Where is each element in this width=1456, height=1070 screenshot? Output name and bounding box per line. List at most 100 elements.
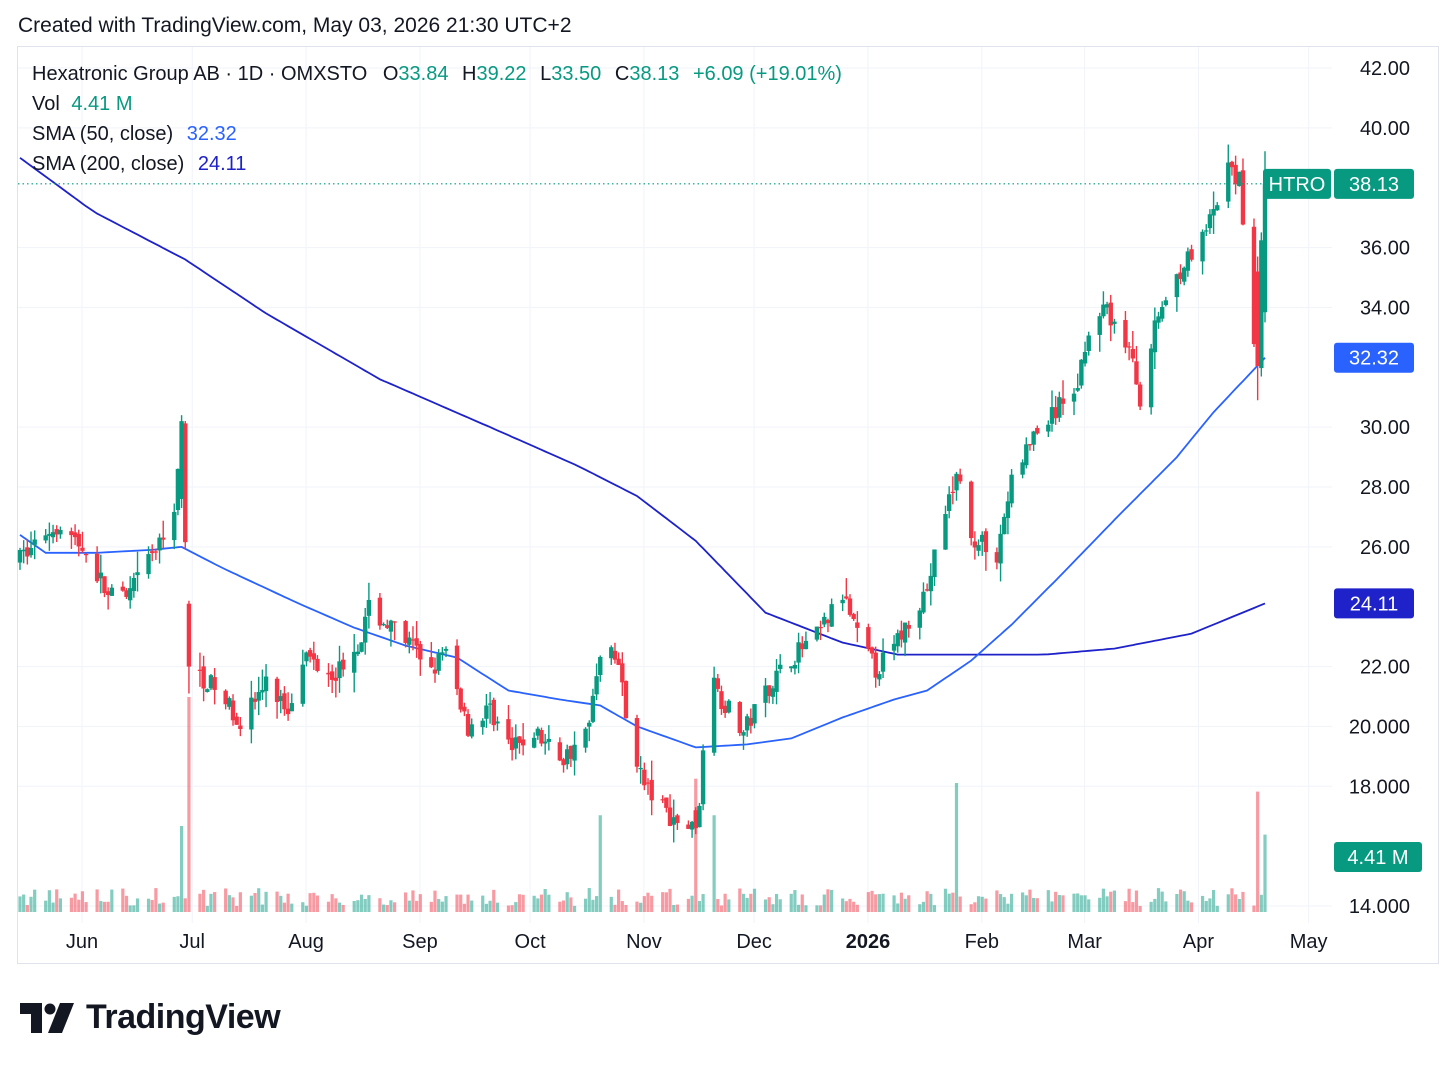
- volume-bar: [429, 901, 433, 912]
- volume-bar: [1112, 890, 1117, 912]
- chart-frame[interactable]: [17, 46, 1439, 964]
- candle-body: [1226, 162, 1231, 202]
- candle-body: [778, 664, 783, 669]
- candle-body: [822, 616, 827, 625]
- volume-bar: [907, 895, 911, 912]
- candle-body: [1215, 205, 1220, 211]
- volume-bar: [1138, 905, 1142, 912]
- volume-bar: [1263, 834, 1267, 912]
- volume-bar: [1076, 893, 1080, 912]
- volume-bar: [260, 904, 264, 912]
- volume-bar: [1024, 895, 1028, 912]
- volume-bar: [1101, 888, 1106, 912]
- candle-body: [671, 817, 676, 825]
- candle-body: [620, 663, 625, 683]
- candle-body: [722, 705, 728, 714]
- candle-body: [1189, 249, 1194, 260]
- volume-bar: [789, 893, 793, 912]
- candle-body: [146, 554, 151, 575]
- candle-body: [972, 541, 978, 548]
- volume-bar: [1208, 898, 1212, 912]
- volume-bar: [275, 891, 279, 912]
- candle-body: [1053, 407, 1058, 419]
- volume-bar: [1182, 891, 1186, 912]
- sma200-line: [19, 157, 1266, 656]
- volume-bar: [1098, 897, 1102, 912]
- legend-sma200-label: SMA (200, close): [32, 153, 185, 175]
- legend-symbol-row[interactable]: Hexatronic Group AB · 1D · OMXSTO O33.84…: [32, 63, 842, 86]
- volume-bar: [866, 892, 870, 912]
- legend-sma50-label: SMA (50, close): [32, 123, 174, 145]
- candle-body: [1101, 304, 1106, 317]
- candle-body: [928, 575, 933, 592]
- volume-bar: [337, 902, 342, 912]
- candle-body: [1174, 274, 1180, 298]
- candle-body: [1126, 346, 1132, 348]
- legend-sma50-row[interactable]: SMA (50, close) 32.32: [32, 123, 237, 146]
- sma50-line: [19, 357, 1266, 749]
- volume-bar: [330, 894, 334, 912]
- volume-bar: [1131, 902, 1135, 912]
- candle-body: [1134, 361, 1139, 385]
- candle-body: [1178, 272, 1183, 279]
- candle-layer: [17, 144, 1268, 843]
- candle-body: [943, 514, 948, 550]
- volume-bar: [668, 888, 672, 912]
- candle-body: [847, 598, 853, 615]
- candle-body: [76, 533, 81, 547]
- candle-body: [1200, 231, 1205, 262]
- candle-body: [542, 741, 548, 744]
- volume-bar: [102, 901, 107, 912]
- candle-body: [612, 650, 618, 660]
- candle-body: [252, 698, 258, 702]
- volume-bar: [800, 894, 804, 912]
- legend-sma200-row[interactable]: SMA (200, close) 24.11: [32, 153, 246, 176]
- volume-bar: [650, 895, 654, 912]
- volume-bar: [1160, 891, 1164, 912]
- candle-body: [385, 625, 390, 628]
- volume-bar: [594, 896, 599, 912]
- volume-bar: [1164, 901, 1168, 912]
- volume-bar: [738, 888, 742, 912]
- candle-body: [634, 718, 640, 767]
- sma200-layer: [19, 157, 1266, 656]
- candle-body: [1057, 397, 1062, 418]
- legend-high-value: 39.22: [476, 63, 527, 85]
- candle-body: [715, 678, 720, 689]
- volume-bar: [69, 897, 74, 912]
- volume-bar: [385, 905, 389, 912]
- volume-bar: [161, 902, 165, 912]
- volume-bar: [389, 900, 393, 912]
- candle-body: [954, 473, 959, 491]
- candle-body: [326, 672, 331, 675]
- candle-body: [47, 533, 52, 536]
- volume-bar: [359, 894, 364, 912]
- candle-body: [1060, 398, 1066, 404]
- volume-bar: [848, 898, 852, 912]
- volume-bar: [1057, 895, 1061, 912]
- candle-body: [208, 675, 214, 689]
- candle-body: [98, 572, 103, 579]
- candle-body: [506, 719, 511, 740]
- volume-bar: [356, 900, 360, 912]
- candle-body: [1020, 462, 1025, 475]
- volume-bar: [253, 893, 257, 912]
- candle-body: [329, 671, 335, 680]
- candle-body: [227, 698, 232, 707]
- volume-bar: [1200, 895, 1205, 912]
- candle-body: [274, 678, 280, 702]
- volume-bar: [1032, 898, 1036, 912]
- candle-body: [774, 670, 779, 692]
- candle-body: [1104, 304, 1110, 308]
- candle-body: [175, 468, 181, 511]
- volume-bar: [822, 894, 826, 912]
- volume-bar: [1006, 903, 1010, 912]
- volume-bar: [183, 898, 187, 912]
- tradingview-logo[interactable]: TradingView: [20, 998, 281, 1037]
- volume-bar: [99, 901, 103, 912]
- candle-body: [957, 474, 963, 482]
- legend-volume-row[interactable]: Vol 4.41 M: [32, 93, 133, 116]
- volume-bar: [80, 891, 85, 912]
- candle-body: [440, 652, 445, 654]
